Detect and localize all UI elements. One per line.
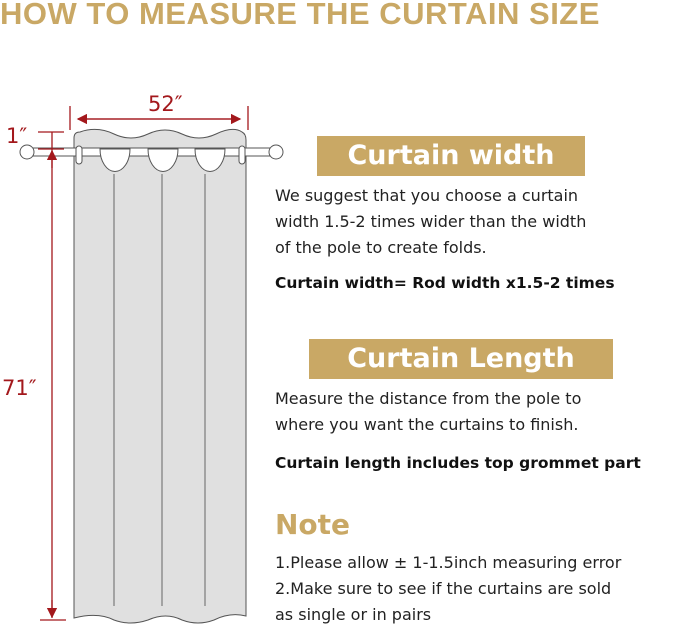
text-line: Measure the distance from the pole to bbox=[275, 389, 582, 408]
note-heading: Note bbox=[275, 508, 351, 541]
length-heading: Curtain Length bbox=[309, 339, 613, 379]
text-line: where you want the curtains to finish. bbox=[275, 415, 579, 434]
text-line: width 1.5-2 times wider than the width bbox=[275, 212, 587, 231]
note-item: 2.Make sure to see if the curtains are s… bbox=[275, 579, 612, 598]
length-formula: Curtain length includes top grommet part bbox=[275, 454, 641, 472]
width-formula: Curtain width= Rod width x1.5-2 times bbox=[275, 274, 615, 292]
text-line: of the pole to create folds. bbox=[275, 238, 487, 257]
grommets bbox=[75, 145, 246, 172]
curtain-diagram bbox=[19, 106, 284, 624]
length-dimension-label: 71″ bbox=[2, 376, 37, 400]
page-title: HOW TO MEASURE THE CURTAIN SIZE bbox=[0, 0, 600, 31]
length-description: Measure the distance from the pole to wh… bbox=[275, 386, 581, 438]
note-list: 1.Please allow ± 1-1.5inch measuring err… bbox=[275, 550, 621, 628]
width-dimension-label: 52″ bbox=[148, 92, 183, 116]
note-item: as single or in pairs bbox=[275, 605, 432, 624]
note-item: 1.Please allow ± 1-1.5inch measuring err… bbox=[275, 553, 622, 572]
text-line: We suggest that you choose a curtain bbox=[275, 186, 579, 205]
fold-lines bbox=[113, 174, 206, 606]
header-dimension-label: 1″ bbox=[6, 124, 28, 148]
width-description: We suggest that you choose a curtain wid… bbox=[275, 183, 586, 261]
curtain-panel bbox=[73, 128, 247, 624]
width-heading: Curtain width bbox=[317, 136, 585, 176]
